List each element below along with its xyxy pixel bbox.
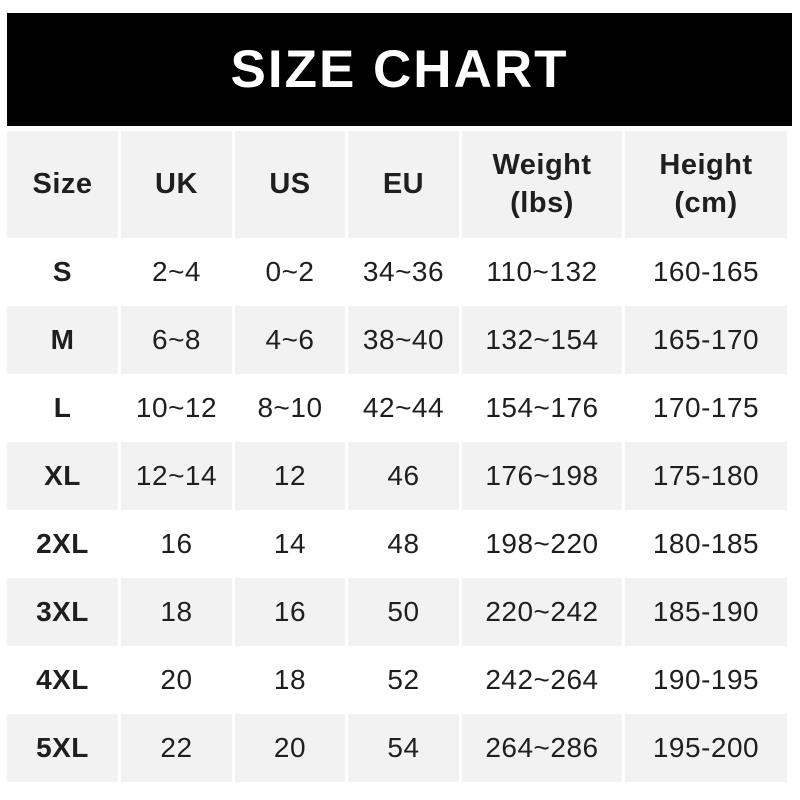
- cell-weight: 154~176: [462, 374, 622, 442]
- size-chart-banner: SIZE CHART: [7, 13, 792, 126]
- cell-size: L: [7, 374, 118, 442]
- cell-size: M: [7, 306, 118, 374]
- cell-weight: 242~264: [462, 646, 622, 714]
- banner-title: SIZE CHART: [230, 40, 569, 99]
- cell-uk: 6~8: [121, 306, 232, 374]
- cell-weight: 264~286: [462, 714, 622, 782]
- cell-us: 14: [235, 510, 345, 578]
- cell-weight: 176~198: [462, 442, 622, 510]
- cell-eu: 54: [348, 714, 459, 782]
- cell-height: 175-180: [625, 442, 787, 510]
- cell-eu: 38~40: [348, 306, 459, 374]
- cell-size: 3XL: [7, 578, 118, 646]
- cell-us: 8~10: [235, 374, 345, 442]
- cell-height: 190-195: [625, 646, 787, 714]
- cell-uk: 12~14: [121, 442, 232, 510]
- cell-us: 0~2: [235, 238, 345, 306]
- column-header-eu: EU: [348, 131, 459, 238]
- cell-weight: 110~132: [462, 238, 622, 306]
- cell-height: 160-165: [625, 238, 787, 306]
- cell-weight: 198~220: [462, 510, 622, 578]
- cell-weight: 220~242: [462, 578, 622, 646]
- column-header-weight: Weight (lbs): [462, 131, 622, 238]
- cell-us: 20: [235, 714, 345, 782]
- cell-size: XL: [7, 442, 118, 510]
- cell-us: 12: [235, 442, 345, 510]
- cell-weight: 132~154: [462, 306, 622, 374]
- cell-size: 5XL: [7, 714, 118, 782]
- cell-eu: 48: [348, 510, 459, 578]
- cell-eu: 34~36: [348, 238, 459, 306]
- cell-eu: 42~44: [348, 374, 459, 442]
- cell-uk: 10~12: [121, 374, 232, 442]
- cell-uk: 18: [121, 578, 232, 646]
- column-header-us: US: [235, 131, 345, 238]
- cell-size: S: [7, 238, 118, 306]
- cell-eu: 52: [348, 646, 459, 714]
- cell-height: 185-190: [625, 578, 787, 646]
- size-chart-table: Size UK US EU Weight (lbs) Height (cm) S…: [7, 131, 787, 782]
- cell-uk: 2~4: [121, 238, 232, 306]
- column-header-height: Height (cm): [625, 131, 787, 238]
- cell-height: 195-200: [625, 714, 787, 782]
- cell-height: 180-185: [625, 510, 787, 578]
- cell-uk: 22: [121, 714, 232, 782]
- column-header-size: Size: [7, 131, 118, 238]
- cell-size: 2XL: [7, 510, 118, 578]
- cell-us: 16: [235, 578, 345, 646]
- cell-us: 18: [235, 646, 345, 714]
- cell-eu: 46: [348, 442, 459, 510]
- cell-uk: 16: [121, 510, 232, 578]
- cell-eu: 50: [348, 578, 459, 646]
- column-header-uk: UK: [121, 131, 232, 238]
- cell-size: 4XL: [7, 646, 118, 714]
- cell-height: 165-170: [625, 306, 787, 374]
- cell-us: 4~6: [235, 306, 345, 374]
- cell-uk: 20: [121, 646, 232, 714]
- cell-height: 170-175: [625, 374, 787, 442]
